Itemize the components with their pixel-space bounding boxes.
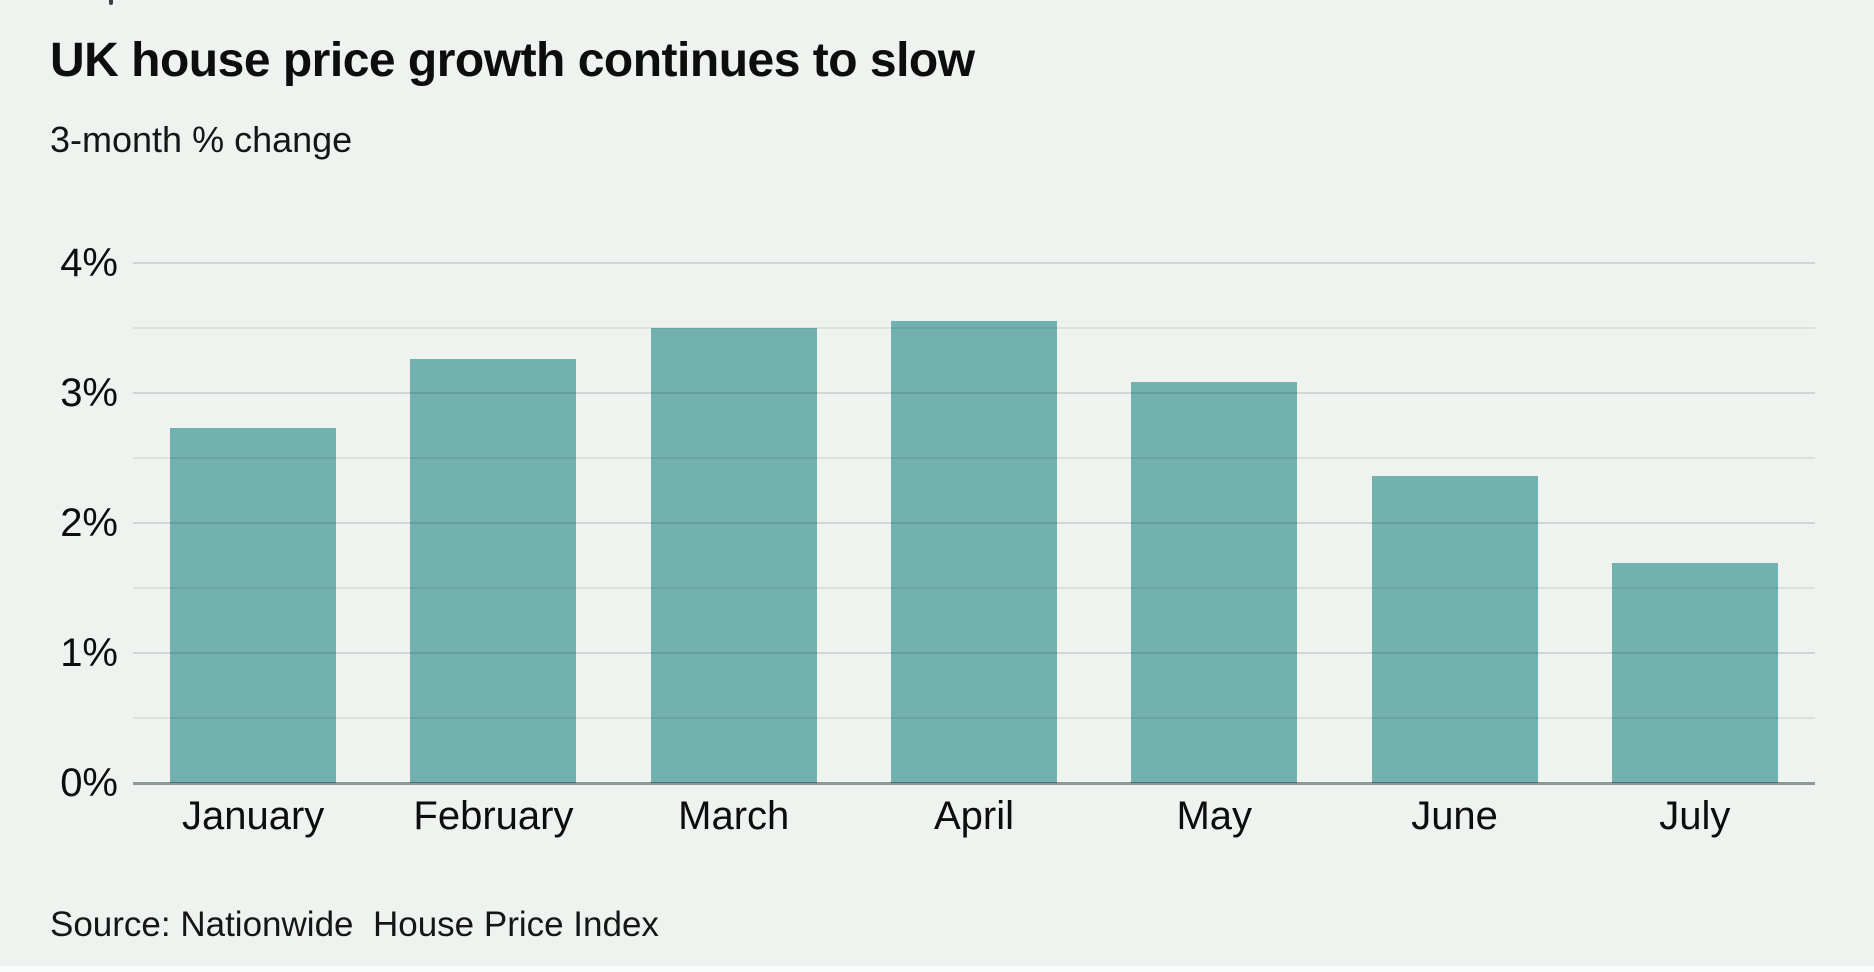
major-gridline xyxy=(133,521,1815,524)
x-axis-label: June xyxy=(1411,794,1498,838)
minor-gridline xyxy=(133,456,1815,459)
x-axis-label: February xyxy=(413,794,574,838)
chart-title: UK house price growth continues to slow xyxy=(50,34,975,87)
chart-bar xyxy=(1131,382,1298,783)
y-axis-label: 4% xyxy=(60,240,118,285)
y-axis-label: 1% xyxy=(60,630,118,675)
chart-bar xyxy=(410,358,577,783)
crop-artifact xyxy=(109,0,113,5)
major-gridline xyxy=(133,651,1815,654)
chart-bar xyxy=(650,327,817,783)
y-axis-label: 2% xyxy=(60,500,118,545)
x-axis-baseline xyxy=(133,782,1815,785)
minor-gridline xyxy=(133,716,1815,719)
bottom-strip xyxy=(0,966,1874,972)
x-axis-label: January xyxy=(181,794,325,838)
chart-bar xyxy=(170,427,337,783)
chart-bar xyxy=(1371,475,1538,783)
x-axis-label: July xyxy=(1659,794,1731,838)
source-note: Source: Nationwide House Price Index xyxy=(50,905,659,944)
minor-gridline xyxy=(133,326,1815,329)
major-gridline xyxy=(133,391,1815,394)
chart-subtitle: 3-month % change xyxy=(50,119,353,160)
x-axis-label: April xyxy=(933,794,1015,838)
chart-bar xyxy=(891,321,1057,783)
x-axis-label: March xyxy=(678,794,790,838)
y-axis-label: 0% xyxy=(60,761,118,805)
major-gridline xyxy=(133,261,1815,264)
chart-bar xyxy=(1611,563,1778,783)
minor-gridline xyxy=(133,586,1815,589)
x-axis-label: May xyxy=(1176,794,1253,838)
y-axis-label: 3% xyxy=(60,370,118,415)
